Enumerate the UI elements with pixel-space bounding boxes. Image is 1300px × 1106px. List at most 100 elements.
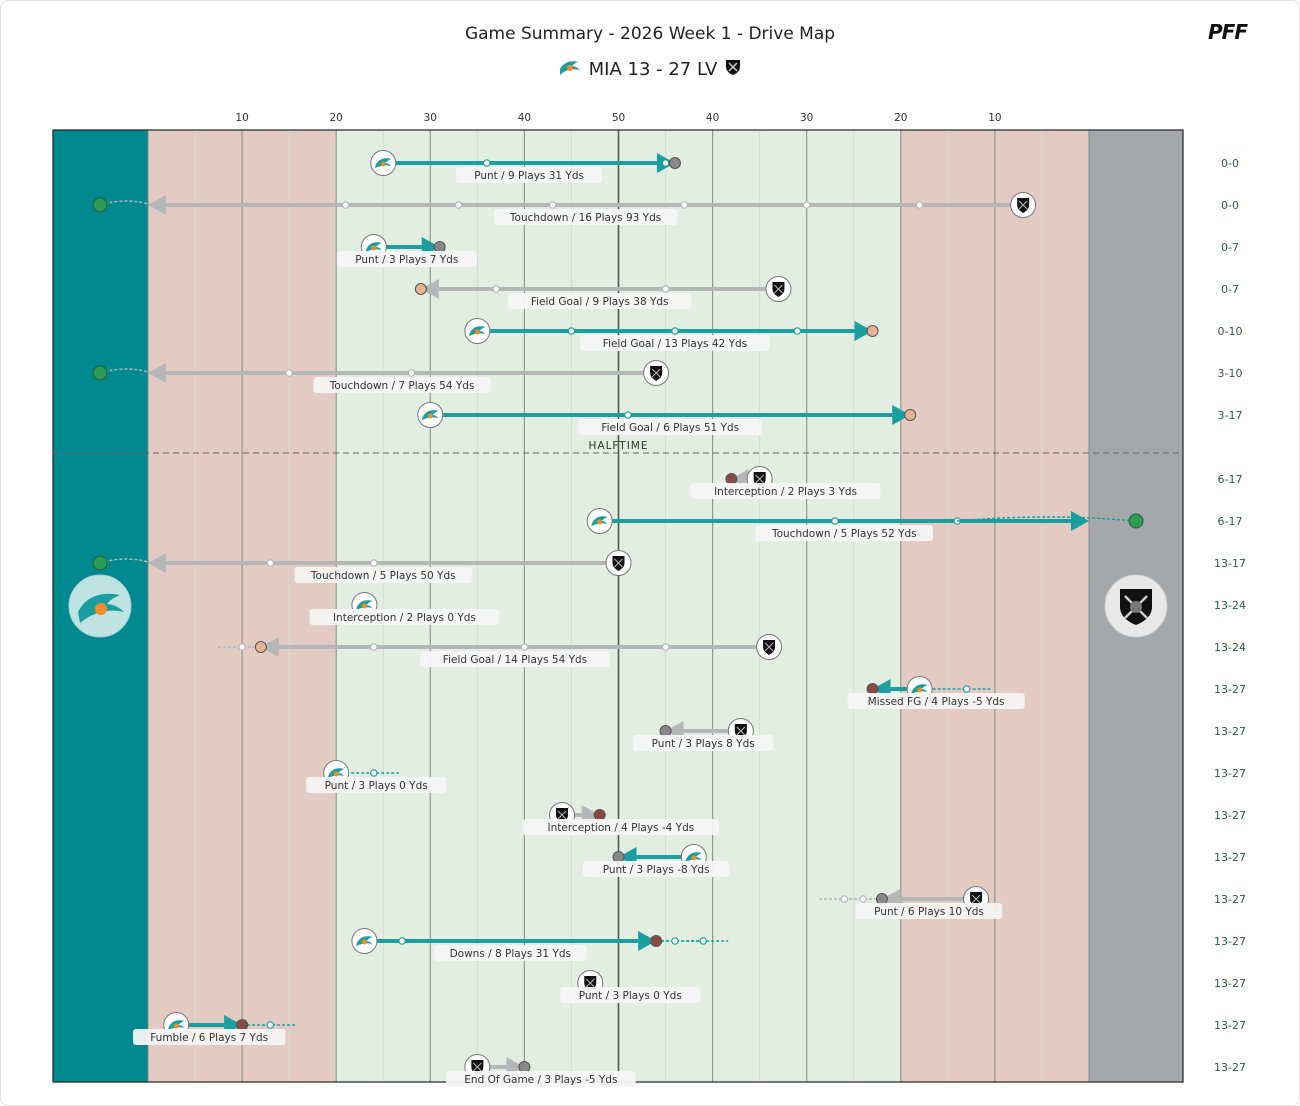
drive-label-bg xyxy=(336,251,477,267)
x-tick-label: 50 xyxy=(612,112,625,124)
result-dot xyxy=(659,725,672,737)
play-marker xyxy=(266,1021,275,1029)
chart-title: Game Summary - 2026 Week 1 - Drive Map xyxy=(464,24,836,44)
score-text: MIA 13 - 27 LV xyxy=(588,59,718,80)
x-tick-label: 20 xyxy=(330,112,343,124)
result-dot xyxy=(414,283,427,295)
raiders-shield-icon xyxy=(723,60,743,82)
dolphin-logo-icon xyxy=(557,61,589,82)
drive-label: Fumble / 6 Plays 7 Yds xyxy=(150,1032,268,1044)
drive-label: Interception / 4 Plays -4 Yds xyxy=(548,822,695,834)
score-label: 0-7 xyxy=(1221,241,1239,254)
drive-row: Touchdown / 7 Plays 54 Yds 3-10 xyxy=(92,360,1242,393)
drive-label: Touchdown / 5 Plays 50 Yds xyxy=(310,570,456,582)
score-label: 6-17 xyxy=(1218,473,1243,486)
touchdown-dot xyxy=(92,365,108,381)
drive-row: Fumble / 6 Plays 7 Yds 13-27 xyxy=(132,1012,1246,1045)
drive-label-bg xyxy=(306,777,447,793)
play-marker xyxy=(238,643,246,651)
score-label: 13-27 xyxy=(1214,977,1246,990)
score-label: 3-17 xyxy=(1218,409,1243,422)
td-path xyxy=(99,200,153,206)
drive-arrow-head xyxy=(1071,511,1089,531)
play-marker xyxy=(567,327,576,335)
swords-icon xyxy=(1018,200,1028,210)
play-marker xyxy=(407,369,416,377)
play-marker xyxy=(398,937,406,945)
drive-label-bg xyxy=(132,1029,286,1045)
play-marker xyxy=(831,517,839,525)
score-label: 0-10 xyxy=(1218,325,1243,338)
play-marker xyxy=(266,559,275,567)
drive-label-bg xyxy=(855,903,1003,919)
swords-icon xyxy=(764,642,774,652)
drive-label-bg xyxy=(313,377,491,393)
play-marker xyxy=(915,201,924,209)
result-dot xyxy=(866,683,879,695)
x-tick-label: 40 xyxy=(518,112,531,124)
drive-label: Downs / 8 Plays 31 Yds xyxy=(450,948,571,960)
swords-icon xyxy=(755,474,765,484)
score-label: 13-27 xyxy=(1214,683,1246,696)
sun-dot xyxy=(361,939,367,945)
drive-label: End Of Game / 3 Plays -5 Yds xyxy=(464,1074,617,1086)
play-marker xyxy=(624,411,632,419)
result-dot xyxy=(650,935,663,947)
helmet-shape xyxy=(1130,601,1142,613)
drive-row: Punt / 3 Plays 7 Yds 0-7 xyxy=(336,234,1239,267)
x-tick-label: 30 xyxy=(424,112,437,124)
drive-label: Punt / 3 Plays 0 Yds xyxy=(325,780,428,792)
sun-dot xyxy=(380,161,386,167)
drive-arrow-head xyxy=(892,405,911,425)
drive-label-bg xyxy=(309,609,500,625)
score-label: 13-27 xyxy=(1214,1019,1246,1032)
td-path xyxy=(957,516,1137,522)
drive-label-bg xyxy=(434,945,587,961)
drive-row: Touchdown / 5 Plays 52 Yds 6-17 xyxy=(586,508,1242,541)
result-dot xyxy=(904,409,917,421)
swords-icon xyxy=(472,1062,482,1072)
drive-label-bg xyxy=(560,987,701,1003)
score-header: MIA 13 - 27 LV xyxy=(0,57,1300,82)
drive-label: Punt / 3 Plays 7 Yds xyxy=(355,254,458,266)
drive-row: Field Goal / 14 Plays 54 Yds 13-24 xyxy=(217,634,1246,667)
drive-label-bg xyxy=(522,819,719,835)
play-marker xyxy=(661,159,670,167)
sun-shape xyxy=(95,603,107,615)
dolphin-logo-icon xyxy=(68,574,132,638)
drive-label-bg xyxy=(578,419,762,435)
touchdown-dot xyxy=(92,197,108,213)
sun-dot xyxy=(597,519,603,525)
play-marker xyxy=(370,769,378,777)
play-marker xyxy=(699,937,707,945)
score-label: 13-27 xyxy=(1214,809,1246,822)
result-dot xyxy=(668,157,681,169)
result-dot xyxy=(433,241,446,253)
drive-label: Punt / 3 Plays 0 Yds xyxy=(579,990,682,1002)
drive-label: Punt / 9 Plays 31 Yds xyxy=(474,170,584,182)
play-marker xyxy=(454,201,463,209)
drive-label: Punt / 3 Plays 8 Yds xyxy=(652,738,755,750)
swords-icon xyxy=(557,810,567,820)
raiders-shield-logo-icon xyxy=(1104,574,1168,638)
drive-row: Punt / 9 Plays 31 Yds 0-0 xyxy=(370,150,1239,183)
play-marker xyxy=(520,643,529,651)
drive-row: Punt / 3 Plays -8 Yds 13-27 xyxy=(583,844,1246,877)
drive-label: Interception / 2 Plays 0 Yds xyxy=(333,612,476,624)
play-marker xyxy=(962,685,971,693)
drive-row: Downs / 8 Plays 31 Yds 13-27 xyxy=(351,928,1246,961)
x-tick-label: 30 xyxy=(800,112,813,124)
drive-label-bg xyxy=(294,567,472,583)
sun-dot xyxy=(333,771,339,777)
halftime-label: HALFTIME xyxy=(589,440,649,452)
drive-row: Interception / 2 Plays 3 Yds 6-17 xyxy=(690,466,1243,499)
drive-row: Punt / 3 Plays 0 Yds 13-27 xyxy=(306,760,1246,793)
drive-label: Field Goal / 13 Plays 42 Yds xyxy=(603,338,747,350)
score-label: 13-27 xyxy=(1214,935,1246,948)
drive-label: Field Goal / 14 Plays 54 Yds xyxy=(443,654,587,666)
drive-label: Field Goal / 9 Plays 38 Yds xyxy=(531,296,669,308)
drive-label-bg xyxy=(493,209,678,225)
score-label: 13-17 xyxy=(1214,557,1246,570)
score-label: 13-24 xyxy=(1214,599,1246,612)
sun-dot xyxy=(173,1023,179,1029)
